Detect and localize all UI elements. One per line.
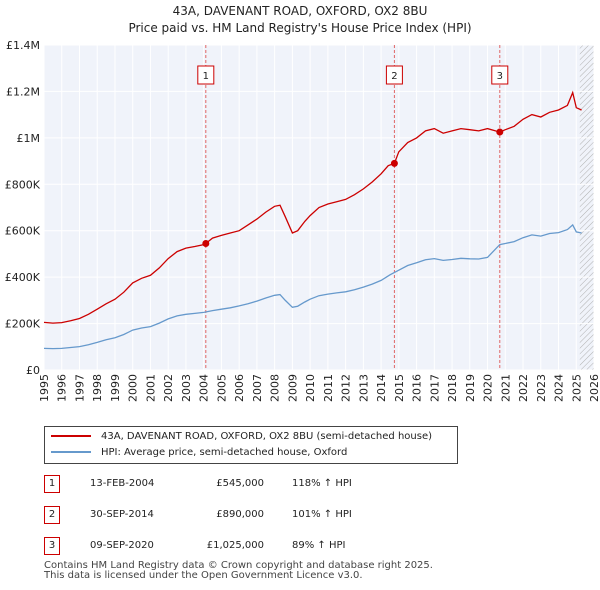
- transaction-date: 09-SEP-2020: [90, 540, 154, 551]
- legend-label-hpi: HPI: Average price, semi-detached house,…: [101, 447, 348, 458]
- transaction-price: £1,025,000: [206, 540, 264, 551]
- x-tick-label: 1996: [56, 374, 69, 402]
- sale-marker-badge: 2: [385, 65, 403, 85]
- sale-marker-box: [491, 65, 509, 85]
- y-tick-label: £1.2M: [6, 85, 40, 98]
- transaction-price: £890,000: [216, 509, 264, 520]
- sale-marker-number: 1: [203, 71, 209, 82]
- x-tick-label: 2019: [464, 374, 477, 402]
- sale-marker-number: 3: [497, 71, 503, 82]
- y-tick-label: £600K: [5, 225, 41, 238]
- sale-point: [390, 159, 398, 167]
- y-tick-label: £200K: [5, 318, 41, 331]
- x-tick-label: 2020: [482, 374, 495, 402]
- x-tick-label: 2026: [588, 374, 600, 402]
- footer: Contains HM Land Registry data © Crown c…: [44, 561, 433, 581]
- footer-copyright: Contains HM Land Registry data © Crown c…: [44, 560, 433, 571]
- hpi-line: [43, 223, 582, 350]
- transaction-number: 3: [44, 537, 60, 555]
- x-tick-label: 2009: [286, 374, 299, 402]
- x-tick-label: 2010: [304, 374, 317, 402]
- y-tick-label: £800K: [5, 178, 41, 191]
- sale-marker-badge: 3: [491, 65, 509, 85]
- x-tick-label: 1998: [91, 374, 104, 402]
- legend-label-property: 43A, DAVENANT ROAD, OXFORD, OX2 8BU (sem…: [101, 431, 433, 442]
- legend-swatch-property: [51, 435, 91, 437]
- x-tick-label: 2015: [393, 374, 406, 402]
- x-tick-label: 2002: [162, 374, 175, 402]
- legend-item-property: 43A, DAVENANT ROAD, OXFORD, OX2 8BU (sem…: [51, 429, 432, 445]
- x-tick-label: 2014: [375, 374, 388, 402]
- x-tick-label: 2017: [428, 374, 441, 402]
- sale-marker-number: 2: [391, 71, 397, 82]
- sale-marker-box: [197, 65, 215, 85]
- x-tick-label: 2004: [198, 374, 211, 402]
- transaction-hpi: 89% ↑ HPI: [292, 540, 346, 551]
- transaction-hpi: 101% ↑ HPI: [292, 509, 352, 520]
- chart-title: 43A, DAVENANT ROAD, OXFORD, OX2 8BU: [172, 4, 428, 18]
- x-tick-label: 2000: [127, 374, 140, 402]
- forecast-region: [579, 45, 594, 370]
- x-tick-label: 2021: [499, 374, 512, 402]
- x-tick-label: 2003: [180, 374, 193, 402]
- chart-subtitle: Price paid vs. HM Land Registry's House …: [128, 21, 472, 35]
- sale-marker-badge: 1: [197, 65, 215, 85]
- y-tick-label: £400K: [5, 271, 41, 284]
- x-tick-label: 2011: [322, 374, 335, 402]
- transaction-price: £545,000: [216, 478, 264, 489]
- price-chart: £0 £200K £400K £600K £800K £1M £1.2M £1.4M 1995 1…: [5, 39, 600, 402]
- y-tick-label: £1.4M: [6, 39, 40, 52]
- transaction-hpi: 118% ↑ HPI: [292, 478, 352, 489]
- legend: 43A, DAVENANT ROAD, OXFORD, OX2 8BU (sem…: [44, 426, 458, 464]
- x-tick-label: 1997: [73, 374, 86, 402]
- x-tick-label: 2005: [215, 374, 228, 402]
- sale-point: [496, 128, 504, 136]
- x-tick-label: 2016: [411, 374, 424, 402]
- y-tick-label: £0: [26, 364, 40, 377]
- transaction-number: 2: [44, 506, 60, 524]
- transaction-date: 30-SEP-2014: [90, 509, 154, 520]
- x-tick-label: 2024: [553, 374, 566, 402]
- x-tick-label: 2007: [251, 374, 264, 402]
- x-tick-label: 1999: [109, 374, 122, 402]
- x-tick-label: 2025: [570, 374, 583, 402]
- x-tick-label: 2013: [357, 374, 370, 402]
- transaction-number: 1: [44, 475, 60, 493]
- sale-marker-box: [385, 65, 403, 85]
- footer-license: This data is licensed under the Open Gov…: [44, 570, 363, 581]
- x-tick-label: 2022: [517, 374, 530, 402]
- y-tick-label: £1M: [17, 132, 41, 145]
- x-tick-label: 2018: [446, 374, 459, 402]
- x-tick-label: 2012: [340, 374, 353, 402]
- x-tick-label: 1995: [38, 374, 51, 402]
- x-tick-label: 2008: [269, 374, 282, 402]
- x-tick-label: 2023: [535, 374, 548, 402]
- transaction-date: 13-FEB-2004: [90, 478, 155, 489]
- sale-point: [202, 239, 210, 247]
- x-tick-label: 2001: [144, 374, 157, 402]
- legend-swatch-hpi: [51, 451, 91, 453]
- legend-item-hpi: HPI: Average price, semi-detached house,…: [51, 445, 347, 461]
- x-tick-label: 2006: [233, 374, 246, 402]
